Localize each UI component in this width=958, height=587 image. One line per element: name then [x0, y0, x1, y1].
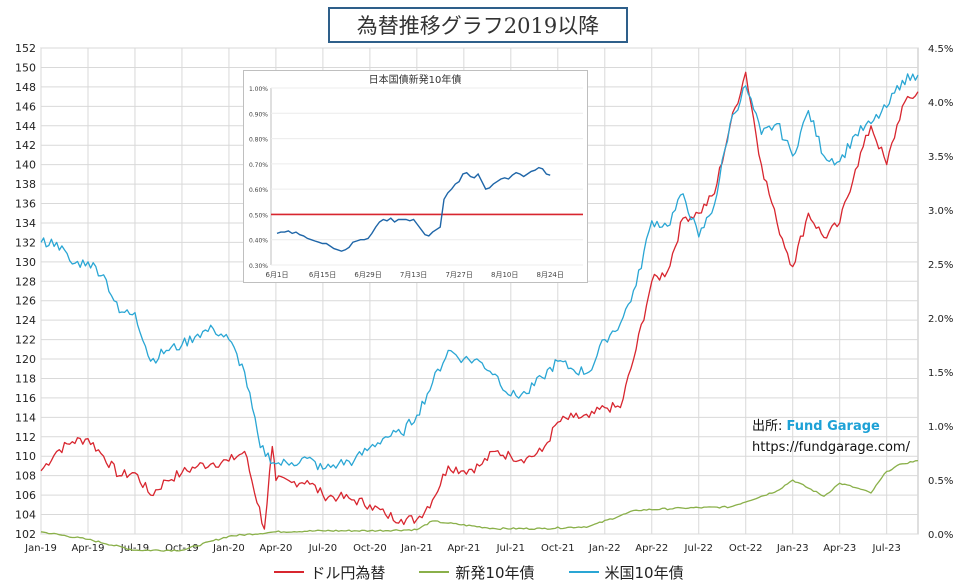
- left-axis-ticks: 102 104 106 108 110 112 114 116 118 120 122 124 126 1…: [15, 42, 36, 541]
- x-tick-label: Jul-22: [684, 543, 713, 554]
- inset-x-tick: 8月10日: [491, 271, 518, 279]
- left-tick-label: 148: [15, 81, 36, 94]
- x-tick-label: Oct-19: [165, 543, 199, 554]
- left-tick-label: 144: [15, 120, 36, 133]
- right-tick-label: 1.5%: [928, 368, 953, 379]
- inset-x-tick: 7月13日: [400, 271, 427, 279]
- left-tick-label: 152: [15, 42, 36, 55]
- left-tick-label: 138: [15, 178, 36, 191]
- x-tick-label: Apr-21: [447, 543, 480, 554]
- inset-x-tick: 7月27日: [445, 271, 472, 279]
- left-tick-label: 112: [15, 431, 36, 444]
- inset-grid: [270, 87, 583, 266]
- left-tick-label: 132: [15, 236, 36, 249]
- left-tick-label: 122: [15, 334, 36, 347]
- left-tick-label: 114: [15, 411, 36, 424]
- right-tick-label: 2.5%: [928, 260, 953, 271]
- x-tick-label: Jul-20: [308, 543, 337, 554]
- right-tick-label: 4.0%: [928, 98, 953, 109]
- source-brand: Fund Garage: [786, 419, 880, 434]
- left-tick-label: 110: [15, 450, 36, 463]
- inset-series-line: [276, 166, 551, 252]
- left-tick-label: 126: [15, 295, 36, 308]
- x-tick-label: Jul-23: [871, 543, 900, 554]
- left-tick-label: 108: [15, 470, 36, 483]
- legend-swatch-jgb10: [419, 571, 450, 573]
- left-tick-label: 130: [15, 256, 36, 269]
- left-tick-label: 136: [15, 198, 36, 211]
- inset-y-tick: 0.60%: [249, 187, 268, 194]
- left-tick-label: 142: [15, 139, 36, 152]
- left-tick-label: 102: [15, 528, 36, 541]
- x-tick-label: Jan-19: [24, 543, 57, 554]
- legend: ドル円為替 新発10年債 米国10年債: [0, 560, 958, 584]
- x-tick-label: Jul-21: [496, 543, 525, 554]
- legend-label-usdjpy: ドル円為替: [310, 563, 386, 582]
- legend-swatch-usdjpy: [274, 571, 305, 573]
- right-tick-label: 4.5%: [928, 44, 953, 55]
- inset-chart: 日本国債新発10年債 0.30% 0.40% 0.50% 0.60% 0.70% 0.80…: [243, 70, 588, 283]
- inset-y-tick: 0.30%: [249, 263, 268, 270]
- inset-x-tick: 8月24日: [537, 271, 564, 279]
- inset-y-tick: 0.70%: [249, 162, 268, 169]
- x-tick-label: Oct-20: [353, 543, 387, 554]
- left-tick-label: 128: [15, 275, 36, 288]
- left-tick-label: 120: [15, 353, 36, 366]
- x-tick-label: Jan-22: [588, 543, 621, 554]
- left-tick-label: 124: [15, 314, 36, 327]
- series-line-ust10: [40, 73, 919, 471]
- x-axis-ticks: Jan-19 Apr-19 Jul-19 Oct-19 Jan-20 Apr-20 Jul-…: [24, 543, 901, 554]
- right-tick-label: 1.0%: [928, 422, 953, 433]
- inset-title: 日本国債新発10年債: [369, 73, 462, 86]
- right-tick-label: 3.5%: [928, 152, 953, 163]
- right-tick-label: 0.5%: [928, 476, 953, 487]
- series-layer: [40, 71, 919, 552]
- inset-y-tick: 0.80%: [249, 137, 268, 144]
- right-tick-label: 2.0%: [928, 314, 953, 325]
- inset-y-tick: 0.50%: [249, 212, 268, 219]
- x-tick-label: Jul-19: [120, 543, 149, 554]
- inset-x-tick: 6月29日: [354, 271, 381, 279]
- right-tick-label: 0.0%: [928, 530, 953, 541]
- left-tick-label: 134: [15, 217, 36, 230]
- legend-item-jgb10: 新発10年債: [419, 560, 535, 584]
- left-tick-label: 140: [15, 159, 36, 172]
- left-tick-label: 106: [15, 489, 36, 502]
- x-tick-label: Jan-21: [400, 543, 433, 554]
- legend-label-ust10: 米国10年債: [604, 563, 684, 582]
- x-tick-label: Jan-23: [776, 543, 809, 554]
- left-tick-label: 146: [15, 100, 36, 113]
- inset-y-tick: 1.00%: [249, 86, 268, 93]
- legend-swatch-ust10: [568, 571, 599, 573]
- legend-item-ust10: 米国10年債: [568, 560, 684, 584]
- inset-y-tick: 0.40%: [249, 238, 268, 245]
- right-tick-label: 3.0%: [928, 206, 953, 217]
- x-tick-label: Apr-22: [635, 543, 668, 554]
- legend-item-usdjpy: ドル円為替: [274, 560, 385, 584]
- inset-ticks: 0.30% 0.40% 0.50% 0.60% 0.70% 0.80% 0.90% 1.00%…: [249, 86, 564, 279]
- chart-title: 為替推移グラフ2019以降: [328, 7, 628, 43]
- right-axis-ticks: 0.0% 0.5% 1.0% 1.5% 2.0% 2.5% 3.0% 3.5% 4.0% 4.5%: [928, 44, 953, 541]
- inset-lines: [271, 166, 583, 252]
- x-tick-label: Oct-21: [541, 543, 575, 554]
- inset-x-tick: 6月15日: [309, 271, 336, 279]
- source-note: 出所: Fund Garage https://fundgarage.com/: [752, 416, 910, 458]
- left-tick-label: 150: [15, 61, 36, 74]
- left-tick-label: 116: [15, 392, 36, 405]
- source-url: https://fundgarage.com/: [752, 440, 910, 455]
- x-tick-label: Apr-23: [823, 543, 856, 554]
- x-tick-label: Apr-19: [71, 543, 104, 554]
- x-tick-label: Jan-20: [212, 543, 245, 554]
- series-line-jgb10: [40, 459, 919, 552]
- left-tick-label: 104: [15, 509, 36, 522]
- series-line-usdjpy: [40, 71, 919, 530]
- legend-label-jgb10: 新発10年債: [455, 563, 535, 582]
- x-tick-label: Oct-22: [729, 543, 763, 554]
- x-tick-label: Apr-20: [259, 543, 292, 554]
- left-tick-label: 118: [15, 372, 36, 385]
- inset-x-tick: 6月1日: [266, 271, 289, 279]
- source-prefix: 出所:: [752, 419, 783, 434]
- inset-y-tick: 0.90%: [249, 111, 268, 118]
